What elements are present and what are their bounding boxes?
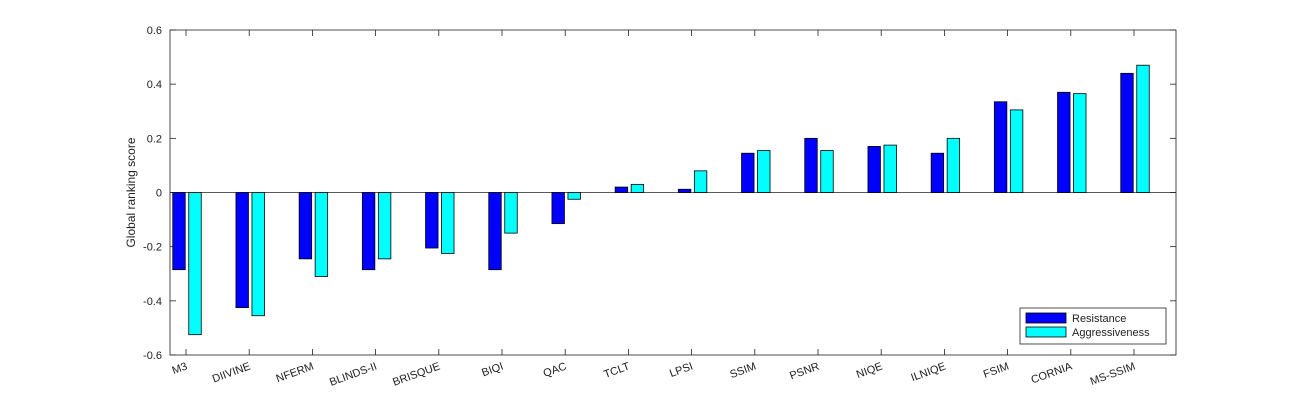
x-tick-label: BIQI	[480, 361, 505, 380]
bar-aggressiveness-lpsi	[693, 170, 708, 193]
legend-swatch-aggressiveness	[1025, 326, 1067, 338]
bar-aggressiveness-qac	[567, 192, 581, 200]
bar-aggressiveness-fsim	[1009, 109, 1024, 193]
bar-resistance-psnr	[804, 137, 818, 193]
x-tick-label: CORNIA	[1030, 360, 1075, 386]
bar-aggressiveness-ssim	[757, 150, 771, 193]
bar-aggressiveness-tclt	[630, 183, 645, 193]
y-tick-label: 0.4	[147, 79, 162, 91]
bar-resistance-nferm	[298, 192, 313, 260]
bar-resistance-ssim	[741, 152, 755, 193]
x-tick-label: M3	[171, 361, 189, 378]
legend-swatch-resistance	[1025, 312, 1067, 324]
legend-label-aggressiveness: Aggressiveness	[1072, 327, 1150, 339]
bar-aggressiveness-ilniqe	[946, 137, 961, 193]
bar-resistance-diivine	[235, 192, 249, 309]
legend: Resistance Aggressiveness	[1019, 307, 1167, 345]
x-tick-label: DIIVINE	[211, 361, 252, 386]
bar-aggressiveness-niqe	[883, 144, 897, 193]
y-tick-label: -0.2	[143, 242, 162, 254]
x-tick-label: SSIM	[728, 361, 757, 381]
bar-aggressiveness-blinds-ii	[377, 192, 392, 260]
y-tick-label: -0.4	[143, 296, 162, 308]
x-tick-label: ILNIQE	[909, 361, 947, 385]
y-tick-label: -0.6	[143, 350, 162, 362]
bar-resistance-ilniqe	[930, 152, 945, 193]
x-tick-label: NIQE	[855, 361, 884, 381]
x-tick-label: BRISQUE	[391, 361, 442, 389]
y-axis-label: Global ranking score	[124, 137, 138, 247]
bar-resistance-tclt	[614, 186, 629, 193]
bar-aggressiveness-m3	[188, 192, 202, 336]
x-tick-label: TCLT	[602, 360, 631, 380]
x-tick-label: LPSI	[668, 361, 695, 380]
y-tick-label: 0	[156, 188, 162, 200]
y-tick-label: 0.2	[147, 133, 162, 145]
bar-aggressiveness-biqi	[504, 192, 518, 234]
x-tick-label: MS-SSIM	[1089, 361, 1137, 388]
bar-resistance-lpsi	[677, 188, 692, 193]
bar-aggressiveness-brisque	[441, 192, 455, 254]
bar-resistance-niqe	[867, 146, 881, 193]
bar-resistance-ms-ssim	[1120, 72, 1134, 193]
bar-resistance-biqi	[488, 192, 502, 271]
bar-resistance-brisque	[425, 192, 439, 249]
bar-aggressiveness-ms-ssim	[1136, 64, 1150, 193]
bar-aggressiveness-psnr	[820, 150, 834, 193]
x-tick-label: PSNR	[788, 361, 821, 383]
bar-resistance-blinds-ii	[361, 192, 376, 271]
x-tick-label: QAC	[542, 361, 569, 380]
x-tick-label: BLINDS-II	[328, 361, 379, 389]
bar-aggressiveness-nferm	[314, 192, 329, 277]
bar-resistance-qac	[551, 192, 565, 225]
y-tick-label: 0.6	[147, 25, 162, 37]
bar-resistance-m3	[172, 192, 186, 271]
bar-resistance-fsim	[993, 101, 1008, 193]
x-tick-label: NFERM	[275, 361, 316, 386]
bar-aggressiveness-cornia	[1073, 93, 1087, 193]
bar-aggressiveness-diivine	[251, 192, 265, 317]
bar-resistance-cornia	[1057, 91, 1071, 193]
legend-label-resistance: Resistance	[1072, 313, 1126, 325]
x-tick-label: FSIM	[982, 361, 1011, 381]
